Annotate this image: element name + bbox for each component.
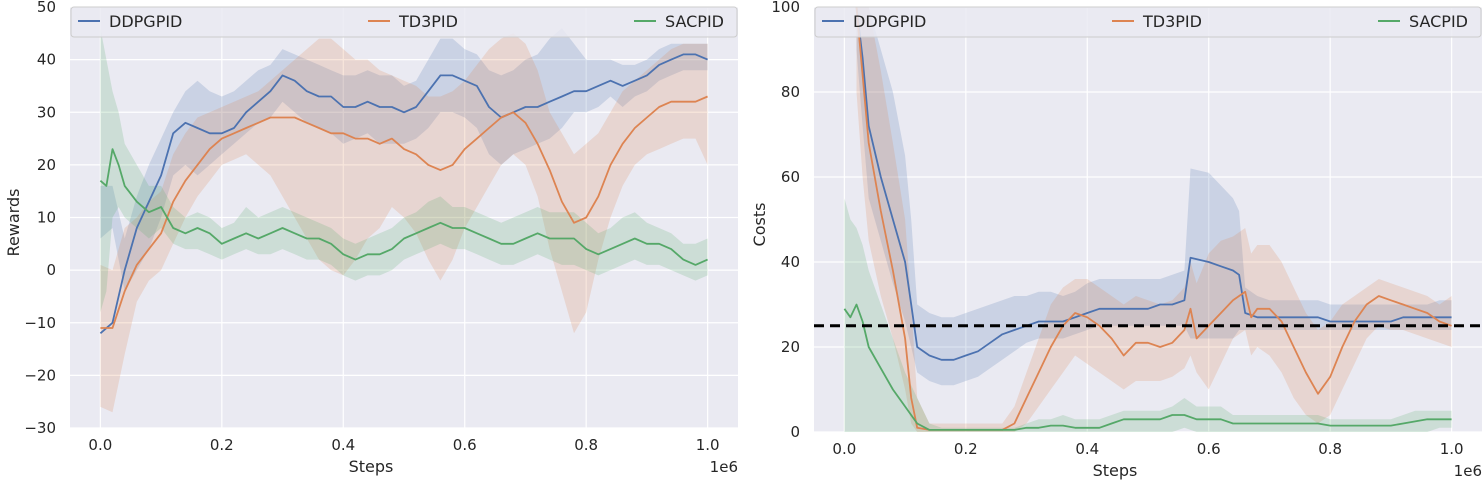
legend-label-sacpid: SACPID	[1409, 12, 1468, 31]
legend-label-ddpgpid: DDPGPID	[109, 12, 182, 31]
legend-label-td3pid: TD3PID	[1142, 12, 1202, 31]
rewards-chart: 0.0 0.2 0.4 0.6 0.8 1.0 −30 −20 −10 0 10 20 30 40 50 St…	[4, 0, 738, 476]
legend-box	[70, 6, 738, 38]
x-tick-label: 0.4	[331, 436, 355, 454]
y-axis-label: Rewards	[4, 189, 23, 257]
x-tick-label: 1.0	[1440, 440, 1464, 458]
x-tick-label: 0.0	[88, 436, 112, 454]
x-axis-label: Steps	[1093, 461, 1138, 480]
y-tick-label: 10	[37, 209, 56, 227]
line-td3pid	[100, 95, 708, 329]
y-tick-label: 40	[781, 253, 800, 271]
legend-box	[814, 6, 1482, 38]
line-ddpgpid	[99, 53, 708, 334]
y-tick-label: −10	[24, 314, 56, 332]
y-axis-label: Costs	[750, 203, 769, 247]
band-sacpid	[844, 198, 1452, 432]
x-axis-label: Steps	[349, 457, 394, 476]
y-tick-label: 80	[781, 83, 800, 101]
band-sacpid	[100, 28, 708, 313]
x-tick-label: 0.6	[453, 436, 477, 454]
legend-label-ddpgpid: DDPGPID	[853, 12, 926, 31]
costs-chart: 0.0 0.2 0.4 0.6 0.8 1.0 0 20 40 60 80 100 Steps 1e6 Co…	[750, 0, 1482, 480]
legend: DDPGPID TD3PID SACPID	[814, 6, 1482, 38]
y-tick-label: 0	[790, 423, 800, 441]
y-tick-label: 30	[37, 103, 56, 121]
plot-background	[814, 7, 1482, 432]
legend-label-sacpid: SACPID	[665, 12, 724, 31]
legend-label-td3pid: TD3PID	[398, 12, 458, 31]
x-tick-label: 0.2	[954, 440, 978, 458]
line-sacpid	[843, 303, 1452, 431]
y-tick-label: 0	[46, 261, 56, 279]
y-tick-label: 20	[781, 338, 800, 356]
x-offset-label: 1e6	[1454, 462, 1482, 480]
plot-area	[814, 7, 1482, 432]
y-tick-label: 50	[37, 0, 56, 16]
x-tick-label: 1.0	[696, 436, 720, 454]
y-tick-label: 100	[771, 0, 800, 16]
x-tick-label: 0.2	[210, 436, 234, 454]
x-tick-label: 0.6	[1197, 440, 1221, 458]
x-tick-label: 0.8	[1318, 440, 1342, 458]
band-ddpgpid	[856, 7, 1452, 386]
band-ddpgpid	[100, 28, 708, 292]
y-tick-label: −30	[24, 419, 56, 437]
y-tick-label: 60	[781, 168, 800, 186]
y-tick-label: 40	[37, 51, 56, 69]
band-td3pid	[100, 33, 708, 413]
x-tick-label: 0.0	[832, 440, 856, 458]
plot-area	[99, 28, 708, 413]
x-offset-label: 1e6	[710, 458, 738, 476]
legend: DDPGPID TD3PID SACPID	[70, 6, 738, 38]
x-tick-label: 0.4	[1075, 440, 1099, 458]
line-ddpgpid	[855, 7, 1452, 361]
y-tick-label: 20	[37, 156, 56, 174]
line-sacpid	[99, 148, 708, 266]
y-tick-label: −20	[24, 366, 56, 384]
x-tick-label: 0.8	[574, 436, 598, 454]
